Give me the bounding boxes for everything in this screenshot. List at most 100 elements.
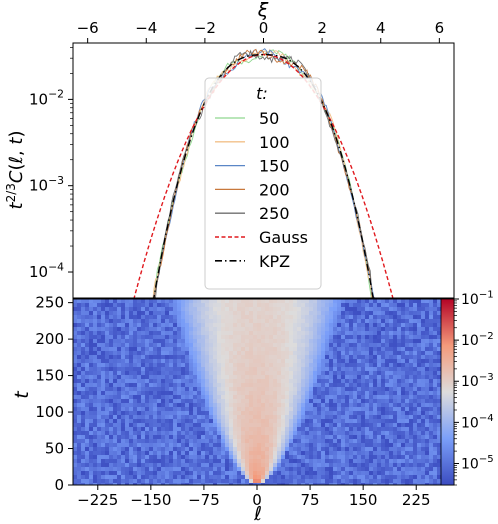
heatmap-cell <box>265 423 270 428</box>
colorbar-tick-label: 10−3 <box>461 372 494 390</box>
heatmap-cell <box>229 407 234 412</box>
heatmap-cell <box>185 395 190 400</box>
heatmap-cell <box>297 391 302 396</box>
heatmap-cell <box>413 299 418 304</box>
heatmap-cell <box>105 351 110 356</box>
heatmap-cell <box>233 383 238 388</box>
heatmap-cell <box>165 387 170 392</box>
heatmap-cell <box>361 299 366 304</box>
heatmap-cell <box>169 415 174 420</box>
heatmap-cell <box>113 319 118 324</box>
heatmap-cell <box>137 407 142 412</box>
heatmap-cell <box>173 439 178 444</box>
heatmap-cell <box>437 439 442 444</box>
heatmap-cell <box>401 339 406 344</box>
heatmap-cell <box>189 439 194 444</box>
heatmap-cell <box>269 463 274 468</box>
heatmap-cell <box>429 343 434 348</box>
heatmap-cell <box>329 367 334 372</box>
heatmap-cell <box>161 359 166 364</box>
heatmap-cell <box>289 447 294 452</box>
heatmap-cell <box>285 435 290 440</box>
heatmap-cell <box>197 395 202 400</box>
heatmap-cell <box>357 379 362 384</box>
heatmap-cell <box>413 483 418 485</box>
heatmap-cell <box>325 391 330 396</box>
heatmap-cell <box>73 387 78 392</box>
heatmap-cell <box>157 427 162 432</box>
heatmap-cell <box>81 327 86 332</box>
heatmap-cell <box>113 475 118 480</box>
top-x-axis-label: ξ <box>257 0 269 21</box>
heatmap-cell <box>365 435 370 440</box>
heatmap-cell <box>161 299 166 304</box>
heatmap-cell <box>429 339 434 344</box>
heatmap-cell <box>153 479 158 484</box>
heatmap-cell <box>261 303 266 308</box>
heatmap-cell <box>417 403 422 408</box>
heatmap-cell <box>273 407 278 412</box>
heatmap-cell <box>209 379 214 384</box>
heatmap-cell <box>161 311 166 316</box>
heatmap-cell <box>369 411 374 416</box>
heatmap-cell <box>301 351 306 356</box>
heatmap-cell <box>361 327 366 332</box>
heatmap-cell <box>173 299 178 304</box>
heatmap-cell <box>333 371 338 376</box>
heatmap-cell <box>281 371 286 376</box>
heatmap-cell <box>185 463 190 468</box>
heatmap-cell <box>289 359 294 364</box>
heatmap-cell <box>205 439 210 444</box>
heatmap-cell <box>177 379 182 384</box>
heatmap-cell <box>193 299 198 304</box>
heatmap-cell <box>373 319 378 324</box>
heatmap-cell <box>85 443 90 448</box>
heatmap-cell <box>177 383 182 388</box>
heatmap-cell <box>189 391 194 396</box>
heatmap-cell <box>257 399 262 404</box>
heatmap-cell <box>345 327 350 332</box>
heatmap-cell <box>125 367 130 372</box>
heatmap-cell <box>397 323 402 328</box>
heatmap-cell <box>149 311 154 316</box>
heatmap-cell <box>321 443 326 448</box>
heatmap-cell <box>213 447 218 452</box>
heatmap-cell <box>293 319 298 324</box>
heatmap-cell <box>201 447 206 452</box>
heatmap-cell <box>121 367 126 372</box>
heatmap-cell <box>429 391 434 396</box>
heatmap-cell <box>77 327 82 332</box>
heatmap-cell <box>197 471 202 476</box>
heatmap-cell <box>269 431 274 436</box>
heatmap-cell <box>209 447 214 452</box>
heatmap-cell <box>89 307 94 312</box>
heatmap-cell <box>277 387 282 392</box>
heatmap-cell <box>349 439 354 444</box>
heatmap-cell <box>141 439 146 444</box>
heatmap-cell <box>325 323 330 328</box>
heatmap-cell <box>345 395 350 400</box>
heatmap-cell <box>341 439 346 444</box>
heatmap-cell <box>201 483 206 485</box>
heatmap-cell <box>437 351 442 356</box>
heatmap-cell <box>297 479 302 484</box>
heatmap-cell <box>249 383 254 388</box>
heatmap-cell <box>205 387 210 392</box>
heatmap-cell <box>257 439 262 444</box>
heatmap-cell <box>133 347 138 352</box>
heatmap-cell <box>405 311 410 316</box>
heatmap-cell <box>277 339 282 344</box>
heatmap-cell <box>169 367 174 372</box>
heatmap-cell <box>77 375 82 380</box>
heatmap-cell <box>109 423 114 428</box>
heatmap-cell <box>189 463 194 468</box>
heatmap-cell <box>309 407 314 412</box>
heatmap-cell <box>257 371 262 376</box>
heatmap-cell <box>353 423 358 428</box>
heatmap-cell <box>433 331 438 336</box>
heatmap-cell <box>177 459 182 464</box>
heatmap-cell <box>385 427 390 432</box>
heatmap-cell <box>245 455 250 460</box>
heatmap-cell <box>73 439 78 444</box>
heatmap-cell <box>385 323 390 328</box>
